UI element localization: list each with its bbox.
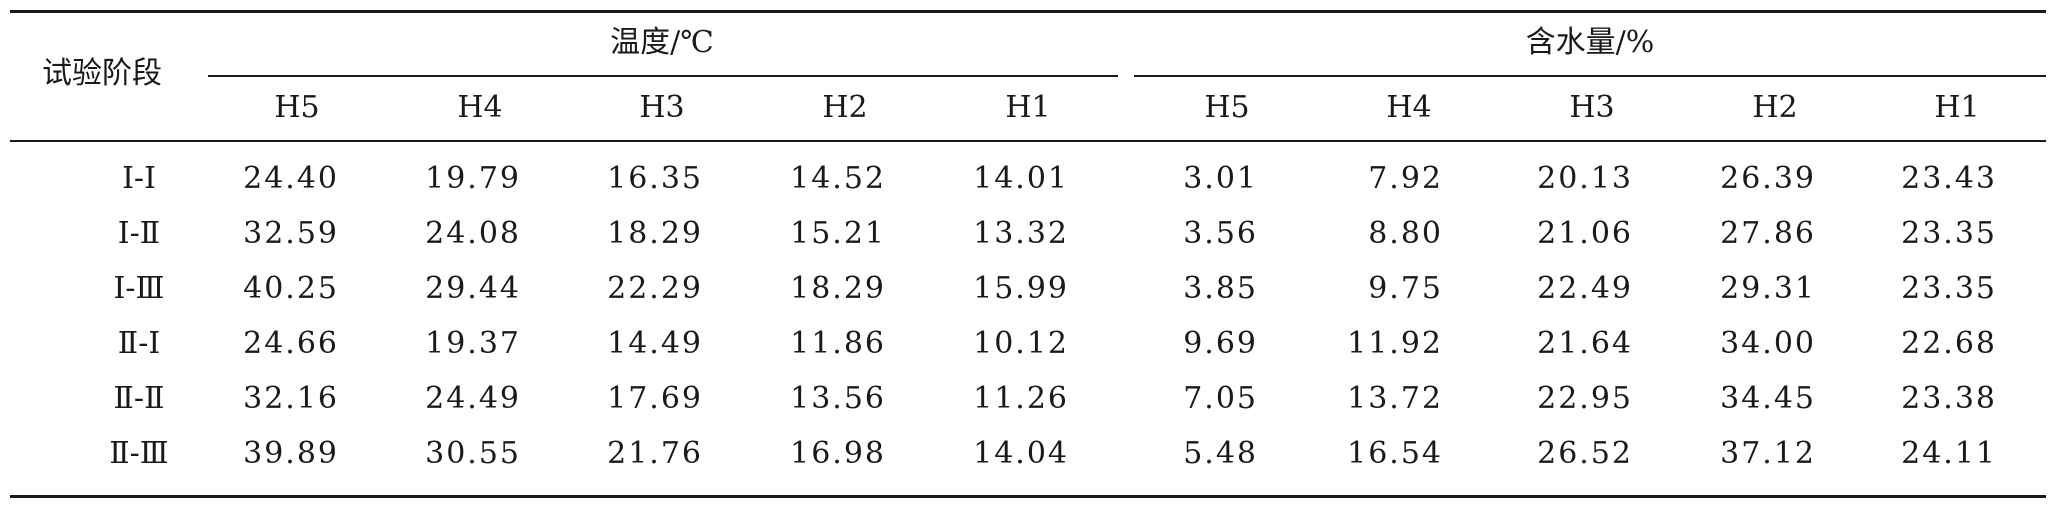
temperature-cell: 14.01	[973, 161, 1069, 196]
temperature-subheader-h2: H2	[822, 90, 868, 125]
temperature-cell: 11.86	[790, 326, 886, 361]
water-cell: 23.38	[1901, 381, 1997, 416]
water-cell: 23.35	[1901, 216, 1997, 251]
water-cell: 22.49	[1537, 271, 1633, 306]
temperature-group-rule	[208, 75, 1118, 77]
stage-cell: Ⅱ-Ⅰ	[117, 326, 161, 361]
temperature-cell: 10.12	[973, 326, 1069, 361]
water-cell: 16.54	[1347, 436, 1443, 471]
stage-cell: Ⅰ-Ⅲ	[113, 271, 165, 306]
temperature-group-header: 温度/℃	[610, 25, 714, 60]
header-bottom-rule	[10, 140, 2046, 142]
water-cell: 9.75	[1368, 271, 1443, 306]
temperature-cell: 11.26	[973, 381, 1069, 416]
temperature-cell: 21.76	[607, 436, 703, 471]
water-cell: 26.39	[1720, 161, 1816, 196]
temperature-subheader-h5: H5	[274, 90, 320, 125]
water-cell: 7.05	[1183, 381, 1258, 416]
water-cell: 20.13	[1537, 161, 1633, 196]
water-cell: 23.35	[1901, 271, 1997, 306]
stage-cell: Ⅱ-Ⅲ	[109, 436, 169, 471]
water-cell: 27.86	[1720, 216, 1816, 251]
temperature-cell: 18.29	[790, 271, 886, 306]
table-bottom-rule	[10, 495, 2046, 498]
temperature-cell: 40.25	[243, 271, 339, 306]
table-top-rule	[10, 10, 2046, 13]
temperature-cell: 22.29	[607, 271, 703, 306]
water-cell: 11.92	[1347, 326, 1443, 361]
temperature-cell: 24.08	[425, 216, 521, 251]
temperature-cell: 19.37	[425, 326, 521, 361]
temperature-cell: 24.40	[243, 161, 339, 196]
water-subheader-h3: H3	[1569, 90, 1615, 125]
temperature-cell: 13.32	[973, 216, 1069, 251]
water-cell: 8.80	[1368, 216, 1443, 251]
temperature-cell: 17.69	[607, 381, 703, 416]
stage-cell: Ⅰ-Ⅱ	[117, 216, 161, 251]
temperature-cell: 16.35	[607, 161, 703, 196]
water-cell: 22.68	[1901, 326, 1997, 361]
water-group-header: 含水量/%	[1525, 25, 1655, 60]
temperature-cell: 15.99	[973, 271, 1069, 306]
water-cell: 34.45	[1720, 381, 1816, 416]
temperature-subheader-h1: H1	[1005, 90, 1051, 125]
temperature-cell: 29.44	[425, 271, 521, 306]
temperature-cell: 24.49	[425, 381, 521, 416]
water-subheader-h4: H4	[1386, 90, 1432, 125]
temperature-cell: 13.56	[790, 381, 886, 416]
water-cell: 5.48	[1183, 436, 1258, 471]
water-cell: 9.69	[1183, 326, 1258, 361]
water-cell: 3.01	[1183, 161, 1258, 196]
temperature-cell: 39.89	[243, 436, 339, 471]
temperature-cell: 14.52	[790, 161, 886, 196]
temperature-subheader-h4: H4	[457, 90, 503, 125]
water-cell: 29.31	[1720, 271, 1816, 306]
water-cell: 24.11	[1901, 436, 1997, 471]
temperature-cell: 30.55	[425, 436, 521, 471]
temperature-cell: 32.59	[243, 216, 339, 251]
water-cell: 26.52	[1537, 436, 1633, 471]
temperature-cell: 14.04	[973, 436, 1069, 471]
temperature-cell: 16.98	[790, 436, 886, 471]
temperature-cell: 24.66	[243, 326, 339, 361]
water-cell: 37.12	[1720, 436, 1816, 471]
water-cell: 3.85	[1183, 271, 1258, 306]
stage-cell: Ⅰ-Ⅰ	[122, 161, 156, 196]
temperature-cell: 18.29	[607, 216, 703, 251]
water-cell: 7.92	[1368, 161, 1443, 196]
water-cell: 21.64	[1537, 326, 1633, 361]
water-cell: 23.43	[1901, 161, 1997, 196]
temperature-cell: 14.49	[607, 326, 703, 361]
water-cell: 21.06	[1537, 216, 1633, 251]
temperature-cell: 19.79	[425, 161, 521, 196]
water-subheader-h1: H1	[1934, 90, 1980, 125]
temperature-subheader-h3: H3	[639, 90, 685, 125]
temperature-cell: 15.21	[790, 216, 886, 251]
water-cell: 22.95	[1537, 381, 1633, 416]
stage-cell: Ⅱ-Ⅱ	[113, 381, 165, 416]
water-group-rule	[1134, 75, 2046, 77]
water-cell: 3.56	[1183, 216, 1258, 251]
water-subheader-h2: H2	[1752, 90, 1798, 125]
water-cell: 13.72	[1347, 381, 1443, 416]
water-cell: 34.00	[1720, 326, 1816, 361]
water-subheader-h5: H5	[1204, 90, 1250, 125]
temperature-cell: 32.16	[243, 381, 339, 416]
stage-column-header: 试验阶段	[42, 56, 162, 91]
